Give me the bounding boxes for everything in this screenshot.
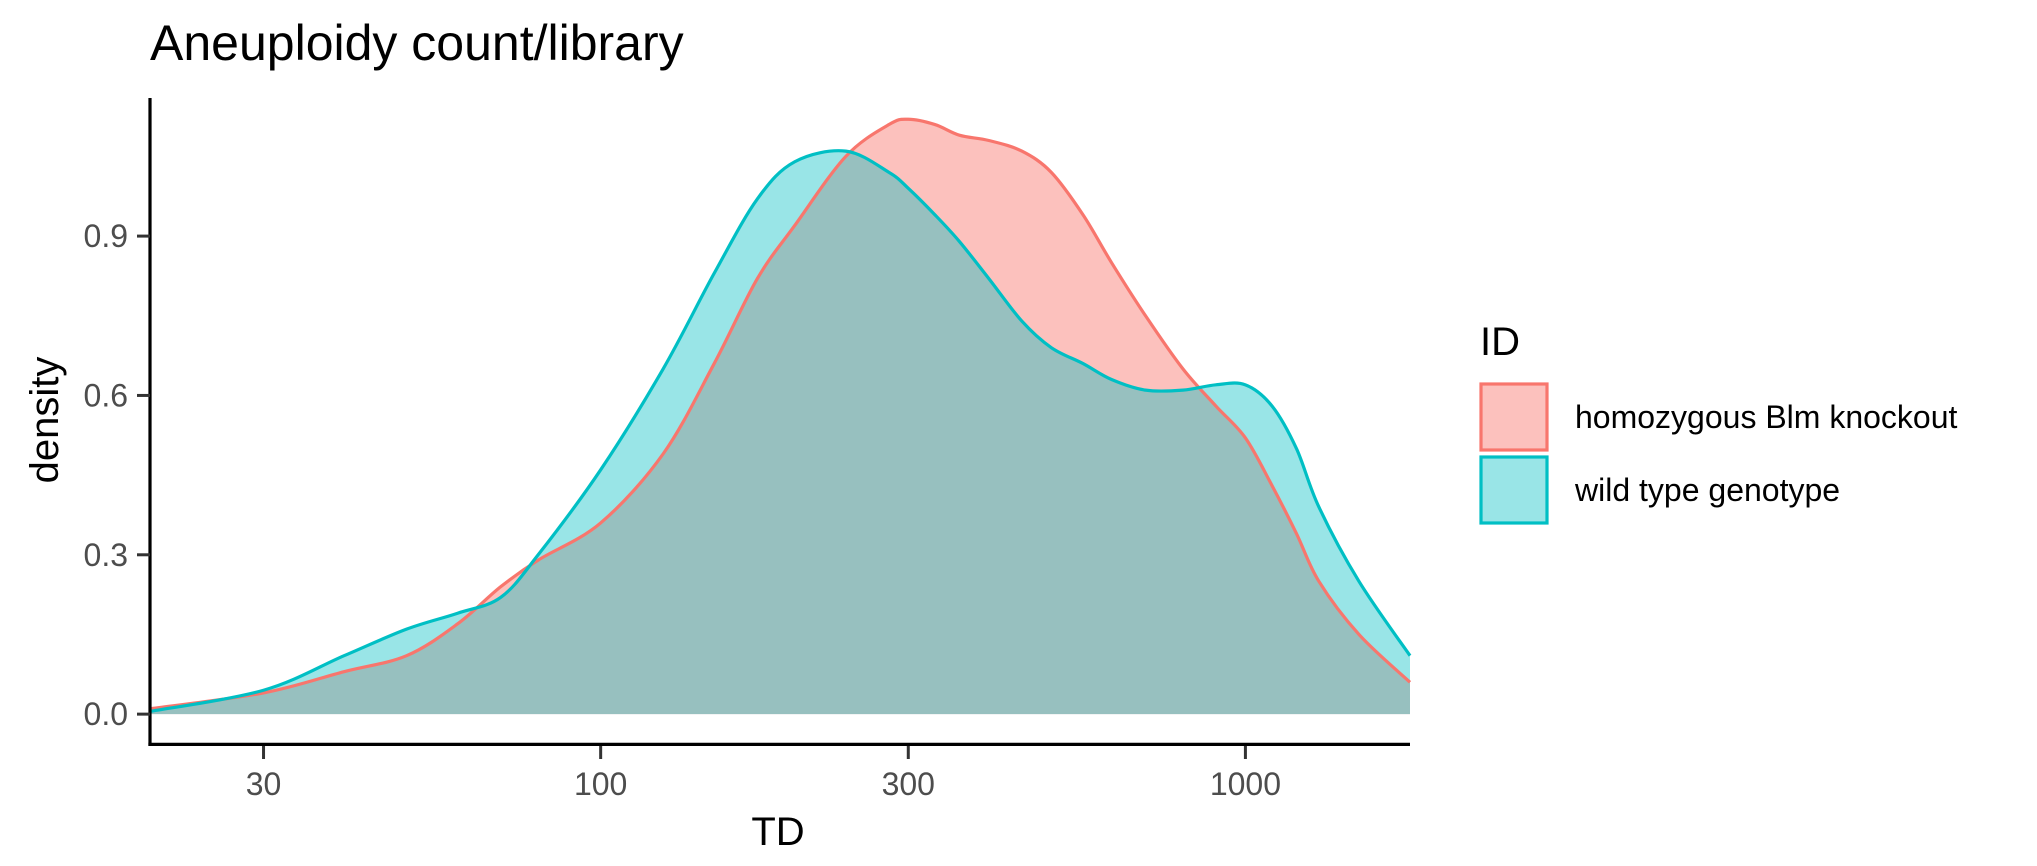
legend-label: wild type genotype <box>1574 472 1840 508</box>
legend-title: ID <box>1480 320 1520 364</box>
x-ticks: 30 100 300 1000 <box>246 746 1281 802</box>
density-line-2 <box>149 149 1412 714</box>
x-tick-label: 100 <box>574 766 627 802</box>
legend-item: wild type genotype <box>1479 455 1840 525</box>
y-tick-label: 0.0 <box>84 696 128 732</box>
y-tick-label: 0.3 <box>84 537 128 573</box>
density-areas <box>149 117 1412 715</box>
x-axis-title: TD <box>751 810 804 854</box>
legend-swatch <box>1479 455 1549 525</box>
y-tick-label: 0.9 <box>84 218 128 254</box>
axes: 30 100 300 1000 0.0 0.3 0.6 0.9 <box>84 98 1410 802</box>
x-tick-label: 300 <box>882 766 935 802</box>
legend-items: homozygous Blm knockout wild type genotyp… <box>1479 382 1958 525</box>
legend-swatch <box>1479 382 1549 452</box>
y-ticks: 0.0 0.3 0.6 0.9 <box>84 218 150 732</box>
y-axis-title: density <box>23 357 67 484</box>
x-tick-label: 30 <box>246 766 282 802</box>
x-tick-label: 1000 <box>1210 766 1281 802</box>
legend-item: homozygous Blm knockout <box>1479 382 1958 452</box>
legend-label: homozygous Blm knockout <box>1575 399 1958 435</box>
density-line-1 <box>149 117 1412 711</box>
density-area-2 <box>150 150 1410 715</box>
y-tick-label: 0.6 <box>84 377 128 413</box>
chart-title: Aneuploidy count/library <box>150 15 684 71</box>
legend: ID homozygous Blm knockout wild type geno… <box>1479 320 1958 525</box>
density-area-1 <box>150 119 1410 715</box>
